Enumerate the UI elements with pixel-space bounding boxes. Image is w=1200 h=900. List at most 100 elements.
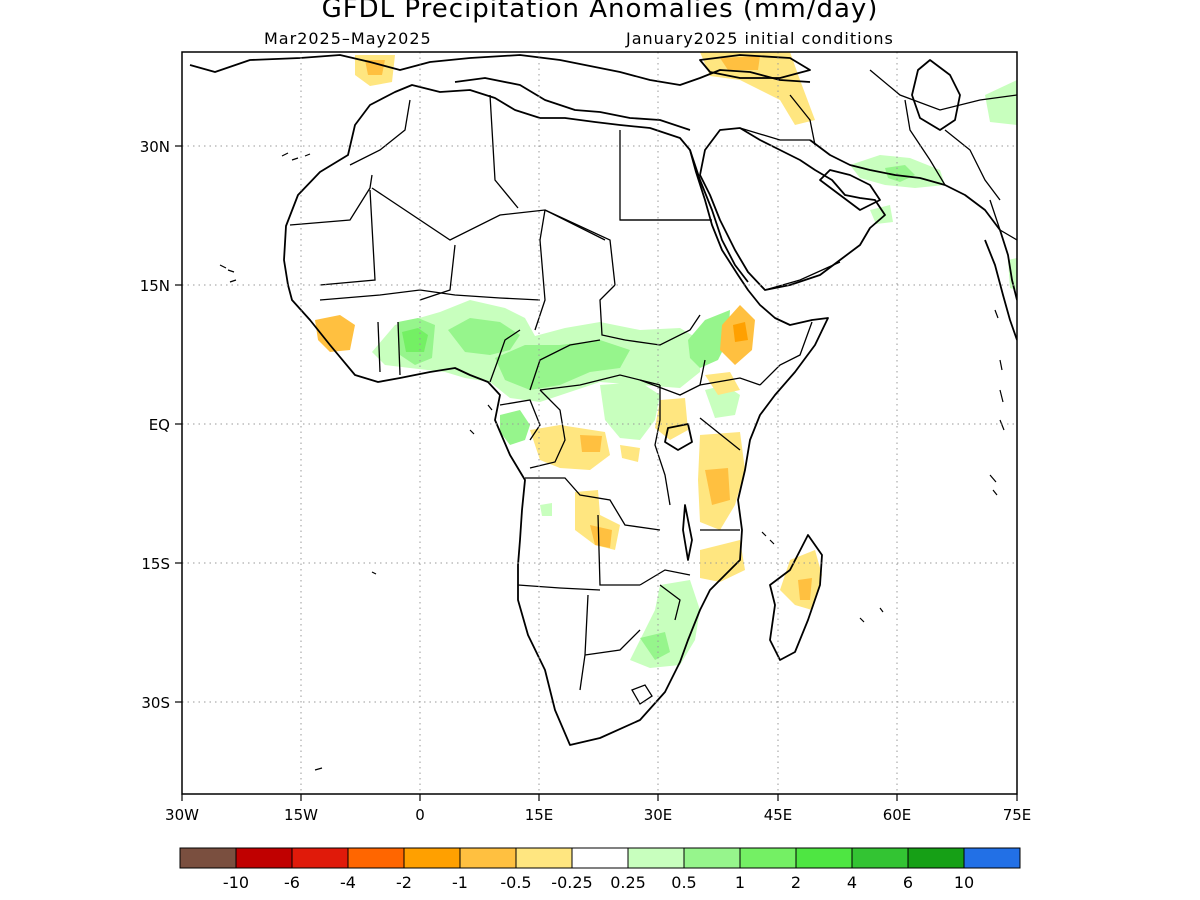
country-borders (289, 69, 1017, 705)
colorbar-segment (739, 847, 797, 869)
dry-anomaly-guinea (315, 315, 355, 352)
lon-label: 0 (415, 806, 425, 824)
colorbar-segment (347, 847, 405, 869)
wet-anomaly-gabon (500, 410, 530, 445)
colorbar-segment (795, 847, 853, 869)
mascarene (859, 607, 884, 623)
border-botswana-south-africa (584, 629, 641, 656)
lon-label: 60E (883, 806, 912, 824)
wet-anomaly-iran-core (885, 165, 915, 182)
border-ghana-togo (397, 321, 401, 376)
border-nigeria-cameroon (489, 329, 521, 383)
colorbar-segment (571, 847, 629, 869)
border-gabon-congo (499, 399, 541, 441)
chagos (989, 474, 998, 496)
wet-anomaly-cameroon (495, 340, 630, 390)
border-zimbabwe-mozambique (659, 584, 681, 621)
red-sea-west (689, 149, 749, 283)
seychelles (994, 309, 1005, 431)
colorbar-label: -1 (452, 873, 468, 892)
map-area (182, 52, 1017, 794)
wet-anomaly-south-africa (640, 632, 670, 660)
border-india-pakistan (989, 199, 1017, 241)
colorbar-label: 0.25 (610, 873, 646, 892)
lat-label: 15N (140, 277, 170, 295)
border-ethiopia-somalia (759, 321, 813, 386)
border-congo-drc (529, 389, 566, 469)
border-afghanistan-pakistan (944, 129, 1001, 201)
border-niger-chad (534, 209, 546, 331)
colorbar-segment (235, 847, 293, 869)
border-turkmenistan (869, 69, 1017, 111)
border-angola-namibia (517, 584, 601, 591)
lon-label: 30W (165, 806, 199, 824)
colorbar-label: 2 (791, 873, 801, 892)
border-lesotho (631, 684, 653, 705)
border-morocco-algeria (349, 99, 411, 166)
wet-anomaly-ethiopia (688, 310, 730, 368)
map-frame (181, 51, 1018, 795)
sao-tome (469, 404, 493, 435)
dry-anomaly-kenya (655, 398, 688, 440)
lake-malawi (682, 504, 693, 561)
colorbar-segment (403, 847, 461, 869)
colorbar-segment (683, 847, 741, 869)
border-iran-afghanistan (904, 99, 946, 186)
persian-gulf-coast (819, 169, 881, 211)
europe-coastline (189, 54, 811, 86)
border-algeria-mali (371, 187, 606, 241)
colorbar-segment (291, 847, 349, 869)
border-sudan-south-sudan (624, 314, 701, 346)
wet-anomaly-oman (870, 205, 893, 224)
lat-label: EQ (149, 416, 170, 434)
comoros (761, 531, 775, 545)
wet-anomaly-nigeria-core (448, 318, 520, 355)
dry-anomaly-congo-east (620, 445, 640, 462)
border-namibia-botswana (579, 594, 589, 691)
axis-ticks (175, 145, 1018, 801)
border-drc-east (654, 385, 671, 506)
mediterranean-coast (454, 77, 691, 131)
coastlines (189, 54, 1017, 746)
caspian-coast (911, 59, 961, 131)
border-western-sahara (289, 174, 373, 226)
dry-anomaly-turkey-core (720, 56, 760, 70)
border-drc-angola (525, 477, 661, 531)
islands (219, 152, 1005, 771)
border-sahel-south (319, 289, 541, 301)
colorbar-segment (627, 847, 685, 869)
border-ethiopia-kenya (699, 377, 761, 386)
colorbar-segment (851, 847, 909, 869)
colorbar-label: 4 (847, 873, 857, 892)
dry-anomaly-somalia (705, 372, 740, 395)
lat-label: 30S (141, 694, 170, 712)
lon-label: 30E (644, 806, 673, 824)
forecast-period: Mar2025–May2025 (264, 29, 432, 48)
border-saudi-yemen (764, 261, 841, 291)
map-title: GFDL Precipitation Anomalies (mm/day) (321, 0, 879, 24)
anomaly-shading (315, 52, 1017, 668)
border-libya-chad (544, 209, 616, 286)
canary-islands (281, 152, 311, 161)
lon-label: 15W (284, 806, 318, 824)
lon-label: 45E (764, 806, 793, 824)
latitude-labels: 30N 15N EQ 15S 30S (140, 138, 170, 712)
dry-anomaly-congo-core (580, 435, 602, 452)
colorbar-label: -6 (284, 873, 300, 892)
wet-anomaly-central-asia (985, 80, 1017, 125)
arabia-coastline (699, 127, 886, 291)
africa-coastline (283, 84, 829, 746)
cape-verde (219, 264, 237, 283)
lat-label: 30N (140, 138, 170, 156)
border-algeria-libya (489, 94, 519, 209)
border-car-drc (539, 374, 661, 391)
black-sea-coast (699, 54, 811, 79)
longitude-labels: 30W 15W 0 15E 30E 45E 60E 75E (165, 806, 1031, 824)
border-mali-niger (419, 244, 456, 301)
tristan (314, 767, 323, 771)
lon-label: 75E (1003, 806, 1032, 824)
colorbar-label: 10 (954, 873, 974, 892)
colorbar-segment (515, 847, 573, 869)
colorbar-labels: -10 -6 -4 -2 -1 -0.5 -0.25 0.25 0.5 1 2 … (223, 873, 974, 892)
